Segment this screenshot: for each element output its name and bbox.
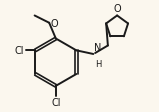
Text: O: O bbox=[113, 4, 121, 14]
Text: N: N bbox=[94, 42, 101, 52]
Text: H: H bbox=[95, 59, 101, 68]
Text: Cl: Cl bbox=[51, 97, 61, 107]
Text: Cl: Cl bbox=[15, 46, 24, 56]
Text: O: O bbox=[51, 19, 58, 29]
